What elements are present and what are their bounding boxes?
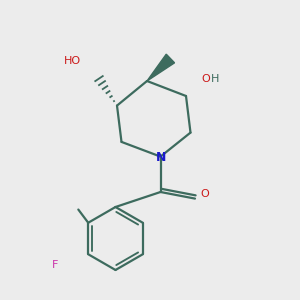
Text: O: O bbox=[200, 189, 209, 200]
Text: O: O bbox=[202, 74, 210, 85]
Text: H: H bbox=[211, 74, 220, 85]
Text: HO: HO bbox=[64, 56, 81, 66]
Polygon shape bbox=[147, 54, 175, 81]
Text: F: F bbox=[52, 260, 58, 270]
Text: N: N bbox=[156, 151, 166, 164]
